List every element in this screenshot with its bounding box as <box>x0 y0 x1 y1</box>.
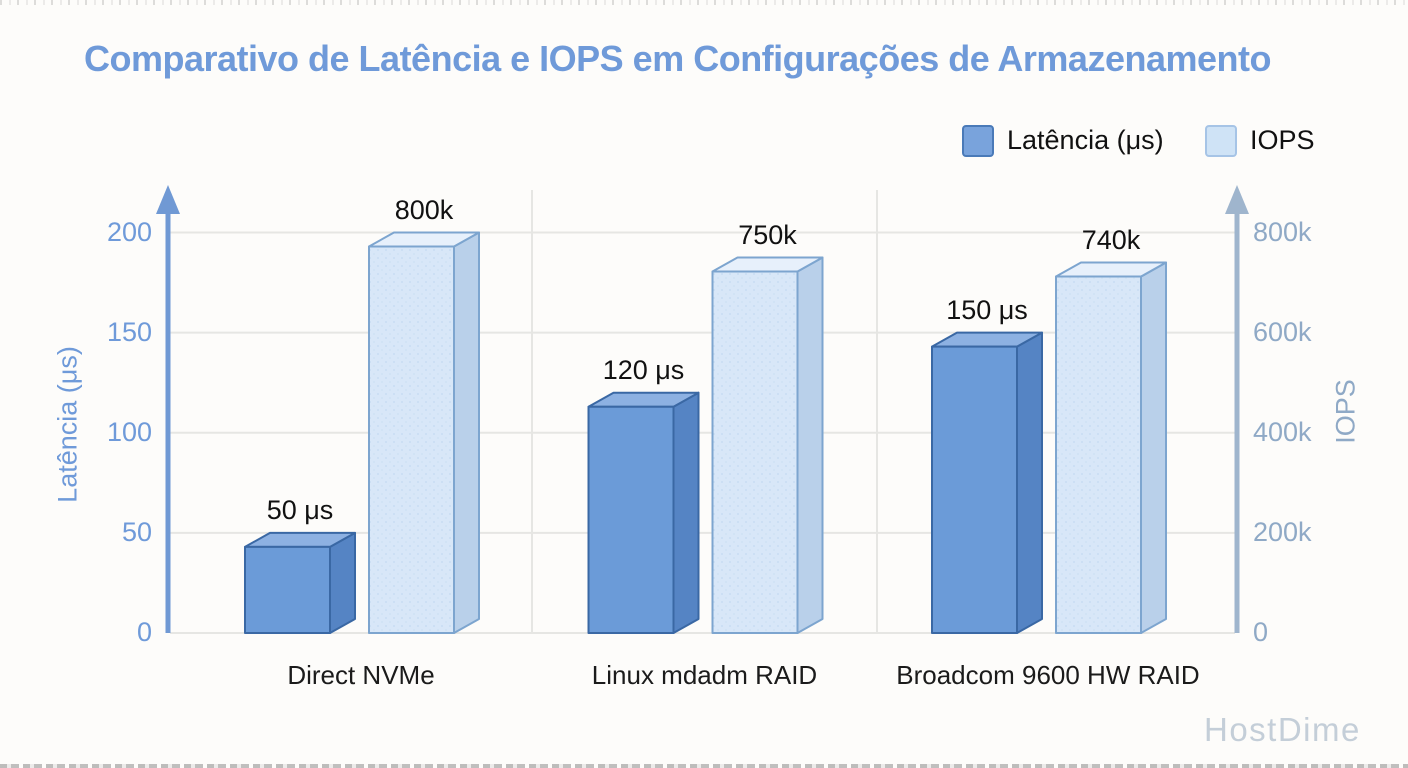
bar-iops-0-front <box>368 245 455 634</box>
bar-iops-2-side <box>1140 261 1167 634</box>
bar-iops-1-side <box>796 256 824 634</box>
left-axis-tick-label: 150 <box>106 316 152 347</box>
legend-swatch-iops-icon <box>1205 124 1237 157</box>
bar-iops-1-front <box>711 270 799 634</box>
left-axis-arrow-icon <box>156 185 180 214</box>
bar-iops-0-side <box>453 231 480 634</box>
bar-latency-1-front <box>587 405 675 634</box>
chart-title: Comparativo de Latência e IOPS em Config… <box>84 38 1272 79</box>
right-axis-tick-label: 400k <box>1253 416 1312 447</box>
iops-value-label: 750k <box>738 219 797 250</box>
legend-swatch-latency-icon <box>962 124 994 157</box>
left-axis-tick-label: 50 <box>121 516 152 547</box>
bar-latency-0-front <box>244 545 331 634</box>
top-edge-artifact <box>0 0 1408 5</box>
right-axis-tick-label: 200k <box>1253 516 1312 547</box>
iops-value-label: 800k <box>394 194 454 225</box>
latency-value-label: 50 μs <box>266 494 334 525</box>
latency-value-label: 150 μs <box>946 294 1028 325</box>
category-label: Linux mdadm RAID <box>591 660 818 690</box>
right-axis-title: IOPS <box>1330 379 1361 444</box>
bar-latency-1-side <box>672 391 700 634</box>
left-axis-tick-label: 0 <box>136 617 152 647</box>
watermark-logo: HostDime <box>1204 711 1361 748</box>
bar-latency-2-front <box>931 345 1018 634</box>
right-axis-tick-label: 600k <box>1253 316 1312 347</box>
right-axis-tick-label: 0 <box>1253 617 1269 647</box>
legend-item-iops: IOPS <box>1205 124 1315 157</box>
legend-item-latency: Latência (μs) <box>962 124 1164 157</box>
legend-label-latency: Latência (μs) <box>1007 125 1164 155</box>
iops-value-label: 740k <box>1081 224 1141 255</box>
bar-latency-0-side <box>329 531 356 634</box>
bottom-edge-artifact <box>0 764 1408 768</box>
left-axis-tick-label: 200 <box>106 216 152 247</box>
latency-value-label: 120 μs <box>602 354 685 385</box>
right-axis-arrow-icon <box>1225 185 1249 214</box>
legend-label-iops: IOPS <box>1250 125 1315 155</box>
right-axis-tick-label: 800k <box>1253 216 1312 247</box>
category-label: Broadcom 9600 HW RAID <box>896 660 1200 690</box>
bar-iops-2-front <box>1055 275 1142 634</box>
bar-latency-2-side <box>1016 331 1043 634</box>
category-label: Direct NVMe <box>287 660 435 690</box>
left-axis-tick-label: 100 <box>106 416 152 447</box>
